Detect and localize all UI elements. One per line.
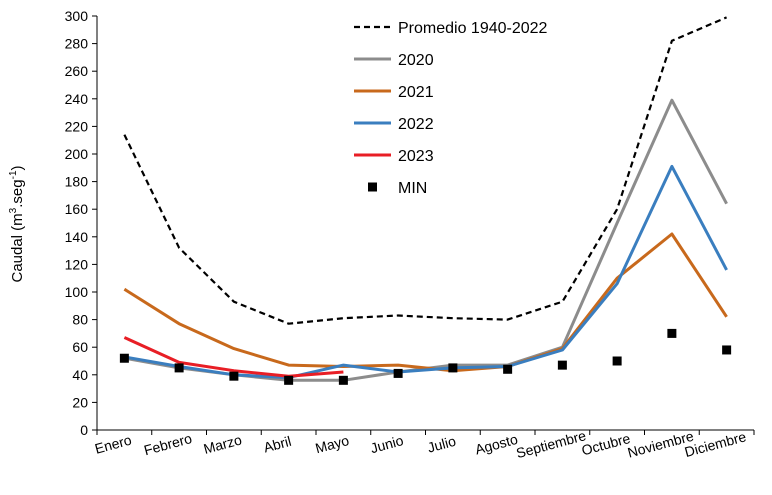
min-marker [229, 371, 239, 381]
y-axis-label-part: 3 [8, 207, 19, 213]
y-tick-label: 160 [65, 201, 89, 217]
x-tick-label: Mayo [313, 432, 350, 456]
series-line-promedio-1940-2022 [123, 16, 728, 325]
series-layer [119, 16, 732, 385]
y-tick-label: 140 [65, 229, 89, 245]
y-tick-label: 120 [65, 256, 89, 272]
x-tick-label: Septiembre [514, 427, 588, 461]
y-tick-label: 80 [72, 312, 88, 328]
y-tick-label: 280 [65, 36, 89, 52]
min-marker [338, 375, 348, 385]
x-tick-label: Octubre [580, 430, 632, 458]
legend-label: 2020 [398, 52, 434, 69]
y-tick-label: 300 [65, 8, 89, 24]
x-tick-label: Julio [426, 433, 458, 456]
legend: Promedio 1940-2022 2020 2021 2022 2023 MIN [354, 20, 548, 197]
min-marker [557, 360, 567, 370]
x-tick-label: Enero [93, 432, 133, 457]
y-tick-label: 240 [65, 91, 89, 107]
y-tick-label: 180 [65, 174, 89, 190]
x-tick-label: Junio [369, 432, 406, 456]
legend-label: Promedio 1940-2022 [398, 20, 548, 37]
min-marker [393, 368, 403, 378]
min-marker [503, 364, 513, 374]
y-axis-label: Caudal (m3.seg-1) [8, 165, 26, 282]
y-axis-label-part: Caudal (m [9, 213, 26, 282]
y-axis-label-part: ) [9, 165, 26, 170]
y-tick-label: 20 [72, 394, 88, 410]
min-marker [612, 356, 622, 366]
series-line-2022 [124, 164, 728, 380]
min-marker [174, 363, 184, 373]
series-line-2023 [123, 336, 344, 378]
legend-label: 2021 [398, 84, 434, 101]
min-marker [119, 353, 129, 363]
series-line-2021 [123, 232, 728, 373]
legend-label: 2023 [398, 148, 434, 165]
y-tick-label: 220 [65, 118, 89, 134]
y-tick-label: 0 [80, 422, 88, 438]
y-tick-label: 200 [65, 146, 89, 162]
y-tick-label: 60 [72, 339, 88, 355]
legend-label: MIN [398, 180, 427, 197]
y-axis-label-part: .seg [9, 179, 26, 207]
legend-label: 2022 [398, 116, 434, 133]
min-marker [722, 345, 732, 355]
y-tick-label: 40 [72, 367, 88, 383]
min-marker [667, 328, 677, 338]
x-tick-label: Febrero [142, 430, 194, 458]
y-axis-label-part: -1 [8, 170, 19, 179]
y-tick-label: 260 [65, 63, 89, 79]
min-marker [284, 375, 294, 385]
x-tick-label: Abril [262, 433, 293, 456]
min-marker [448, 363, 458, 373]
axes: 0 20 40 60 80 100 120 140 160 180 200 220 240 260 280 3… [65, 8, 755, 461]
y-tick-label: 100 [65, 284, 89, 300]
legend-marker-min [368, 182, 377, 192]
x-tick-label: Marzo [202, 431, 244, 457]
